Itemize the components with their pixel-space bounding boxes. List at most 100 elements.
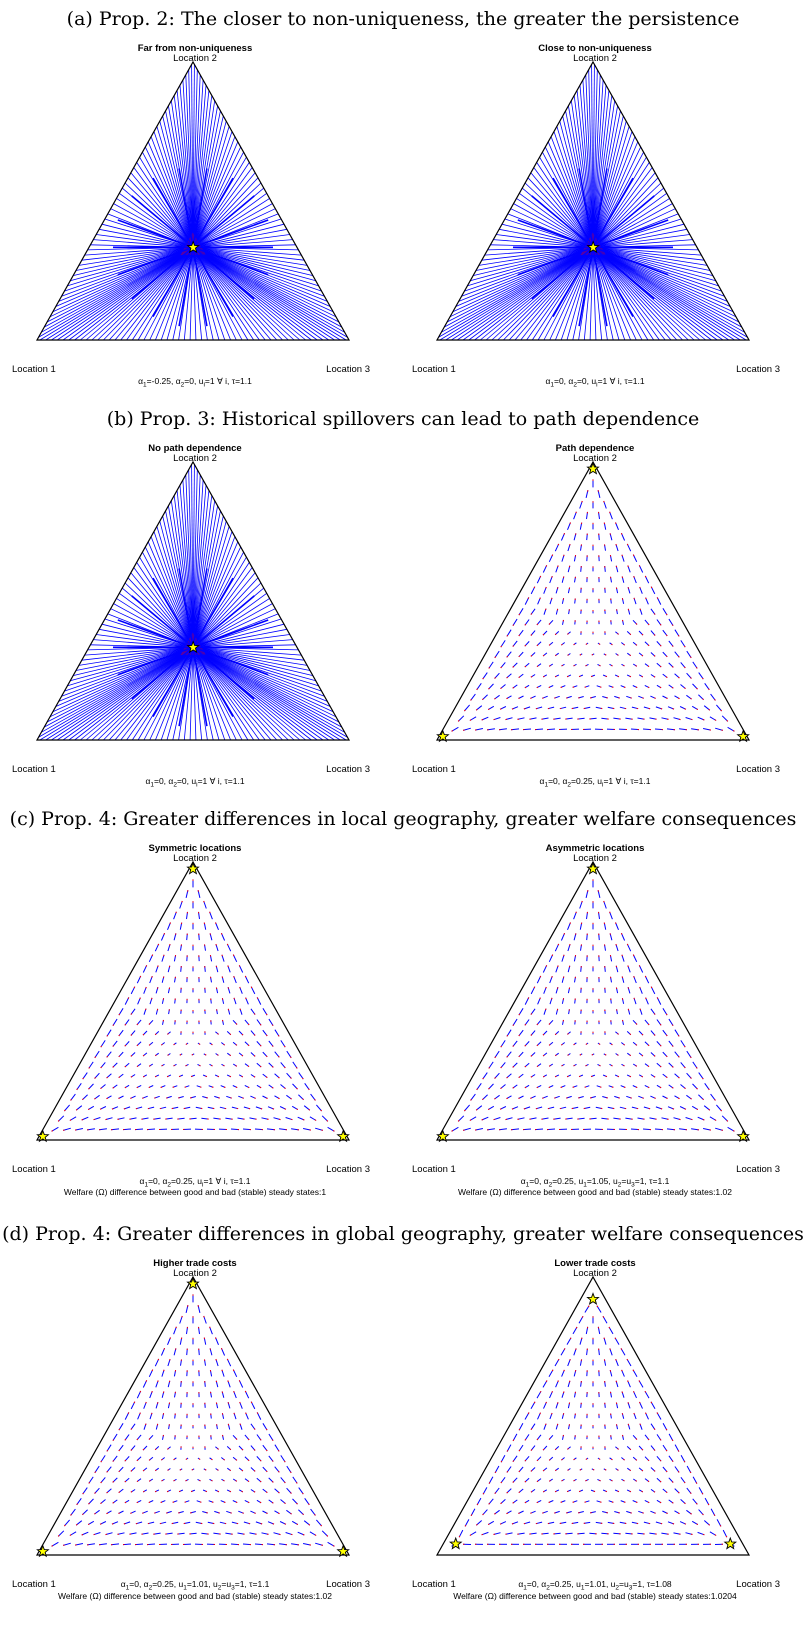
flow-line bbox=[519, 192, 594, 248]
flow-arrow-head bbox=[494, 1097, 496, 1100]
flow-arrow-head bbox=[555, 1469, 557, 1472]
flow-line bbox=[592, 208, 676, 248]
star-icon bbox=[336, 1544, 350, 1558]
flow-arrow-head bbox=[557, 543, 560, 546]
flow-line bbox=[497, 247, 594, 341]
flow-arrow-head bbox=[253, 1034, 256, 1036]
flow-arrow-head bbox=[665, 1470, 668, 1473]
flow-arrow-head bbox=[106, 1034, 109, 1037]
flow-arrow-head bbox=[635, 1438, 638, 1440]
flow-line bbox=[192, 69, 198, 248]
section-caption: (b) Prop. 3: Historical spillovers can l… bbox=[106, 408, 700, 430]
flow-line bbox=[446, 246, 594, 323]
flow-arrow-head bbox=[702, 698, 704, 701]
flow-arrow-head bbox=[118, 1034, 121, 1037]
flow-line bbox=[39, 246, 194, 341]
flow-arrow-head bbox=[720, 1109, 722, 1112]
flow-line bbox=[192, 121, 227, 248]
flow-arrow-head bbox=[629, 654, 631, 657]
flow-line bbox=[173, 495, 194, 648]
flow-line bbox=[192, 247, 283, 341]
flow-arrow-head bbox=[518, 676, 521, 679]
flow-line bbox=[467, 246, 594, 287]
flow-line bbox=[192, 247, 289, 341]
flow-arrow-head bbox=[656, 1412, 659, 1415]
flow-arrow-head bbox=[476, 1503, 479, 1506]
flow-line bbox=[592, 246, 708, 266]
flow-arrow-head bbox=[665, 676, 668, 679]
flow-arrow-head bbox=[591, 1053, 594, 1056]
flow-line bbox=[592, 219, 669, 249]
flow-line bbox=[474, 246, 594, 341]
flow-arrow-head bbox=[209, 1326, 211, 1329]
ternary-plot bbox=[435, 60, 751, 341]
flow-line bbox=[189, 647, 194, 741]
flow-line bbox=[192, 247, 220, 341]
flow-arrow-head bbox=[494, 1492, 497, 1494]
flow-arrow-head bbox=[548, 1023, 551, 1025]
flow-arrow-head bbox=[271, 1045, 274, 1047]
flow-arrow-head bbox=[151, 1369, 154, 1372]
flow-line bbox=[592, 167, 653, 248]
flow-arrow-head bbox=[481, 1533, 484, 1536]
flow-arrow-head bbox=[136, 1438, 139, 1441]
panel-title: Higher trade costs bbox=[153, 1258, 237, 1269]
flow-line bbox=[38, 646, 194, 738]
flow-arrow-head bbox=[253, 1470, 256, 1472]
flow-arrow-head bbox=[635, 1459, 638, 1461]
flow-arrow-head bbox=[256, 1412, 259, 1414]
flow-arrow-head bbox=[632, 954, 635, 957]
welfare-difference-label: Welfare (Ω) difference between good and … bbox=[58, 1591, 332, 1601]
flow-arrow bbox=[512, 1018, 518, 1026]
flow-line bbox=[81, 646, 194, 661]
flow-line bbox=[192, 95, 213, 248]
flow-line bbox=[530, 172, 594, 248]
triangle-frame bbox=[435, 1275, 751, 1556]
flow-field bbox=[451, 879, 735, 1132]
flow-arrow-head bbox=[554, 675, 557, 678]
flow-arrow-head bbox=[554, 1033, 557, 1036]
flow-arrow-head bbox=[161, 1064, 163, 1067]
flow-arrow-head bbox=[708, 1108, 711, 1111]
flow-arrow-head bbox=[617, 1033, 619, 1035]
flow-line bbox=[110, 208, 194, 248]
flow-arrow-head bbox=[545, 565, 548, 567]
flow-arrow-head bbox=[554, 1490, 557, 1493]
flow-arrow-head bbox=[696, 708, 699, 711]
flow-arrow-head bbox=[241, 1075, 244, 1078]
flow-arrow-head bbox=[244, 975, 247, 978]
flow-arrow-head bbox=[506, 655, 508, 658]
flow-arrow-head bbox=[199, 1479, 201, 1482]
vertex-label-location-1: Location 1 bbox=[12, 1164, 56, 1175]
flow-arrow-head bbox=[136, 1086, 139, 1089]
flow-arrow-head bbox=[677, 1512, 680, 1515]
flow-arrow-head bbox=[545, 1401, 547, 1404]
flow-arrow-head bbox=[696, 1502, 698, 1505]
flow-line bbox=[533, 167, 594, 248]
flow-arrow-head bbox=[51, 1545, 54, 1547]
flow-arrow-head bbox=[647, 644, 650, 647]
triangle-frame bbox=[435, 60, 751, 341]
flow-line bbox=[124, 182, 194, 248]
flow-arrow-head bbox=[635, 1501, 638, 1503]
flow-arrow-head bbox=[572, 1501, 575, 1503]
star-icon bbox=[336, 1129, 350, 1143]
flow-arrow-head bbox=[653, 613, 656, 615]
flow-line bbox=[185, 74, 194, 248]
flow-arrow-head bbox=[148, 1044, 151, 1046]
flow-arrow-head bbox=[530, 1491, 533, 1493]
flow-arrow-head bbox=[223, 1479, 225, 1482]
flow-arrow-head bbox=[665, 634, 668, 637]
flow-arrow-head bbox=[665, 655, 668, 658]
flow-arrow-head bbox=[605, 675, 608, 678]
flow-line bbox=[192, 646, 345, 733]
flow-arrow-head bbox=[69, 1534, 72, 1536]
flow-arrow-head bbox=[548, 623, 551, 625]
flow-line bbox=[192, 85, 207, 248]
flow-arrow-head bbox=[130, 1470, 133, 1472]
flow-arrow-head bbox=[64, 1524, 66, 1527]
flow-arrow-head bbox=[611, 643, 613, 646]
flow-arrow-head bbox=[506, 1491, 509, 1494]
flow-arrow-head bbox=[551, 976, 553, 978]
flow-line bbox=[192, 79, 204, 248]
